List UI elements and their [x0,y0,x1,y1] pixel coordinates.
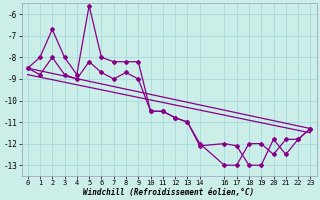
X-axis label: Windchill (Refroidissement éolien,°C): Windchill (Refroidissement éolien,°C) [84,188,255,197]
